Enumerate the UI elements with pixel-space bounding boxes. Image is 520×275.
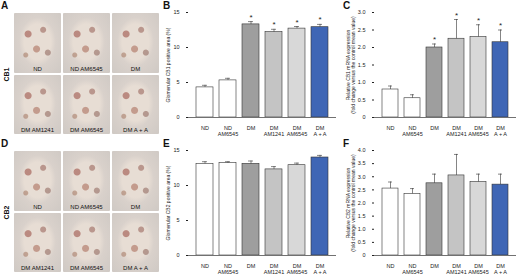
- html-text:B: B: [163, 0, 171, 11]
- svg-text:3.0: 3.0: [358, 174, 366, 180]
- svg-text:*: *: [272, 20, 275, 29]
- svg-text:*: *: [295, 18, 298, 27]
- svg-text:0.5: 0.5: [358, 97, 366, 103]
- svg-text:5: 5: [176, 79, 179, 85]
- svg-text:Glomerular CB2 positive area (: Glomerular CB2 positive area (%): [165, 165, 171, 240]
- svg-text:10: 10: [173, 44, 179, 50]
- html-text:ND: ND: [33, 203, 42, 210]
- svg-text:DMAM1241: DMAM1241: [446, 125, 467, 137]
- svg-text:NDAM6545: NDAM6545: [218, 125, 239, 137]
- svg-text:2.5: 2.5: [358, 27, 366, 33]
- svg-text:Glomerular CB1 positive area (: Glomerular CB1 positive area (%): [165, 27, 171, 102]
- svg-text:ND: ND: [387, 263, 395, 269]
- svg-text:0: 0: [362, 252, 365, 258]
- html-text:E: E: [163, 138, 170, 149]
- html-text:DM: DM: [130, 65, 141, 72]
- svg-text:*: *: [499, 21, 502, 30]
- svg-text:DMAM6545: DMAM6545: [287, 125, 308, 137]
- svg-text:*: *: [433, 35, 436, 44]
- svg-text:DMA + A: DMA + A: [494, 125, 507, 137]
- svg-text:*: *: [455, 11, 458, 20]
- svg-text:DMAM1241: DMAM1241: [264, 263, 285, 275]
- html-text:CB2: CB2: [2, 205, 10, 219]
- svg-text:10: 10: [173, 182, 179, 188]
- html-text:DM AM6545: DM AM6545: [70, 127, 103, 133]
- html-text:DM AM1241: DM AM1241: [21, 265, 54, 271]
- svg-text:5: 5: [176, 217, 179, 223]
- svg-text:DMAM1241: DMAM1241: [264, 125, 285, 137]
- svg-text:DMAM6545: DMAM6545: [468, 125, 489, 137]
- html-text:A: A: [1, 0, 9, 11]
- svg-text:DMAM6545: DMAM6545: [468, 263, 489, 275]
- html-text:DM AM6545: DM AM6545: [70, 265, 103, 271]
- html-text:F: F: [343, 138, 350, 149]
- svg-text:0: 0: [176, 114, 179, 120]
- html-text:ND AM6545: ND AM6545: [70, 203, 103, 210]
- svg-text:0: 0: [362, 114, 365, 120]
- svg-text:3.0: 3.0: [358, 9, 366, 15]
- svg-text:2.0: 2.0: [358, 200, 366, 206]
- svg-text:DMA + A: DMA + A: [314, 263, 327, 275]
- svg-text:1.5: 1.5: [358, 213, 366, 219]
- svg-text:NDAM6545: NDAM6545: [218, 263, 239, 275]
- svg-text:NDAM6545: NDAM6545: [402, 263, 423, 275]
- svg-text:1.0: 1.0: [358, 226, 366, 232]
- svg-text:ND: ND: [201, 263, 209, 269]
- svg-text:NDAM6545: NDAM6545: [402, 125, 423, 137]
- svg-text:DM: DM: [430, 263, 439, 269]
- svg-text:DM: DM: [247, 263, 256, 269]
- html-text:CB1: CB1: [2, 67, 10, 81]
- svg-text:3.5: 3.5: [358, 160, 366, 166]
- svg-text:DMA + A: DMA + A: [314, 125, 327, 137]
- svg-text:Relative CB2 mRNA expression(f: Relative CB2 mRNA expression(fold change…: [345, 154, 356, 252]
- svg-text:DMA + A: DMA + A: [494, 263, 507, 275]
- html-text:DM AM1241: DM AM1241: [21, 127, 54, 133]
- svg-text:ND: ND: [201, 125, 209, 131]
- svg-text:DM: DM: [430, 125, 439, 131]
- html-text:DM A + A: DM A + A: [123, 127, 148, 133]
- svg-text:2.5: 2.5: [358, 187, 366, 193]
- svg-text:ND: ND: [387, 125, 395, 131]
- html-text:D: D: [1, 138, 9, 149]
- svg-text:2.0: 2.0: [358, 44, 366, 50]
- html-text:DM: DM: [130, 203, 141, 210]
- svg-text:0.5: 0.5: [358, 239, 366, 245]
- svg-text:*: *: [249, 13, 252, 22]
- svg-text:15: 15: [173, 9, 179, 15]
- svg-text:*: *: [318, 15, 321, 24]
- svg-text:Relative CB1 mRNA expression(f: Relative CB1 mRNA expression(fold change…: [345, 16, 356, 114]
- svg-text:DM: DM: [247, 125, 256, 131]
- svg-text:4.0: 4.0: [358, 147, 366, 153]
- svg-text:15: 15: [173, 147, 179, 153]
- html-text:ND: ND: [33, 65, 42, 72]
- svg-text:1.0: 1.0: [358, 79, 366, 85]
- html-text:ND AM6545: ND AM6545: [70, 65, 103, 72]
- svg-text:DMAM1241: DMAM1241: [446, 263, 467, 275]
- html-text:C: C: [343, 0, 351, 11]
- svg-text:1.5: 1.5: [358, 62, 366, 68]
- svg-text:DMAM6545: DMAM6545: [287, 263, 308, 275]
- svg-text:*: *: [477, 16, 480, 25]
- html-text:DM A + A: DM A + A: [123, 265, 148, 271]
- svg-text:0: 0: [176, 252, 179, 258]
